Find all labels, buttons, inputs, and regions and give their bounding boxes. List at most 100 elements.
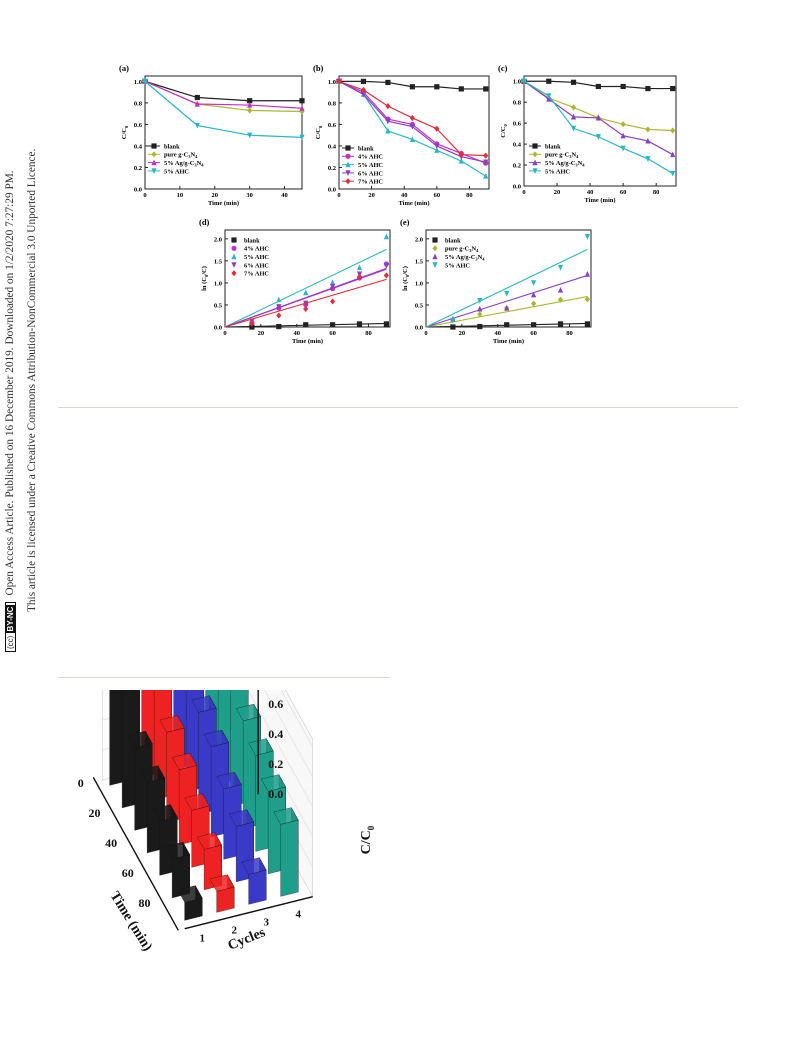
data-point — [330, 279, 336, 286]
chart-panel-1: (b) 0.0 0.2 0.4 0.6 0.8 1.0 0 20 40 60 80 Time (min)… — [313, 63, 490, 207]
data-point — [531, 291, 537, 298]
cycle-tick-label: 1 — [200, 933, 206, 945]
legend-marker — [345, 145, 351, 151]
data-point — [385, 103, 391, 110]
data-point — [194, 94, 200, 101]
legend-sub: 3 — [469, 248, 472, 253]
legend-label: blank — [445, 237, 461, 244]
plot-frame — [224, 229, 391, 328]
legend-marker — [532, 159, 538, 166]
data-point — [570, 79, 577, 85]
data-point — [546, 93, 552, 100]
bar-group — [109, 690, 299, 921]
data-point — [247, 101, 253, 108]
y-axis-label-tail: /C) — [201, 266, 208, 276]
bar-top — [209, 874, 235, 892]
bar-top — [248, 738, 274, 756]
y-tick-label: 0.0 — [328, 187, 336, 194]
y-tick-label: 0.6 — [134, 122, 143, 129]
y-tick-label: 2.0 — [415, 236, 423, 243]
z-axis-label-sub: 0 — [366, 825, 376, 830]
x-tick-label: 60 — [434, 192, 441, 199]
series-line-2 — [144, 80, 303, 109]
legend-marker — [345, 178, 351, 185]
legend-sub2: 4 — [195, 154, 198, 159]
time-tick-label: 0 — [78, 776, 84, 790]
bar-front — [248, 869, 267, 905]
plot-frame — [338, 75, 490, 190]
data-point — [383, 263, 390, 269]
data-point — [434, 143, 440, 150]
data-point — [584, 270, 591, 277]
data-point — [546, 78, 552, 84]
data-point — [531, 322, 537, 328]
x-tick-label: 80 — [566, 330, 573, 337]
legend-label: blank — [358, 145, 374, 152]
cycle-tick-label: 4 — [296, 909, 302, 921]
x-tick-label: 20 — [212, 192, 219, 199]
data-point — [557, 321, 564, 327]
x-tick-label: 10 — [177, 192, 184, 199]
legend-label: 5% AHC — [358, 162, 383, 169]
legend-label: 5% AHC — [244, 254, 269, 261]
legend-sub: 3 — [475, 257, 478, 262]
x-axis-label: Time (min) — [292, 338, 323, 345]
legend-label: 5% Ag/g-C3N4 — [445, 254, 485, 262]
data-point — [458, 86, 464, 92]
legend-marker — [345, 170, 351, 176]
bar-top — [127, 730, 153, 749]
bar-top — [236, 703, 261, 722]
bar-top — [152, 804, 178, 822]
legend-label: blank — [545, 143, 561, 150]
x-tick-label: 40 — [587, 189, 594, 196]
data-point — [383, 321, 390, 327]
y-tick-label: 0.4 — [328, 143, 337, 150]
data-point — [477, 305, 483, 312]
fit-line-4 — [224, 278, 387, 328]
legend-marker — [345, 161, 351, 168]
z-tick-label: 0.0 — [268, 787, 283, 801]
x-tick-label: 20 — [554, 189, 561, 196]
bar-top — [229, 809, 254, 827]
legend-marker — [231, 262, 237, 268]
legend-label: pure g-C3N4 — [164, 152, 198, 160]
data-point — [303, 305, 309, 313]
legend-label: blank — [244, 237, 260, 244]
data-point — [385, 127, 391, 134]
legend-marker — [432, 262, 438, 268]
legend-sub2: 4 — [201, 163, 204, 168]
y-tick-label: 1.0 — [328, 79, 336, 86]
data-point — [595, 83, 601, 90]
legend-label: pure g-C3N4 — [545, 152, 579, 160]
y-tick-label: 2.0 — [214, 236, 222, 243]
data-point — [303, 322, 309, 328]
panel-label: (b) — [313, 63, 324, 73]
data-point — [142, 78, 148, 85]
y-tick-label: 0.8 — [513, 100, 522, 107]
panel-label: (e) — [400, 217, 410, 227]
legend-tail: N — [197, 160, 202, 167]
x-tick-label: 60 — [329, 330, 336, 337]
data-point — [570, 104, 577, 111]
legend-tail: N — [571, 152, 576, 159]
legend-sub2: 4 — [476, 248, 479, 253]
legend-marker — [345, 153, 351, 159]
legend-label: 5% Ag/g-C3N4 — [164, 160, 204, 168]
panel-label: (c) — [498, 63, 508, 73]
bar-top — [197, 832, 222, 850]
data-point — [570, 125, 577, 132]
data-point — [645, 85, 651, 92]
x-tick-label: 20 — [258, 330, 265, 337]
data-point — [194, 100, 200, 107]
y-axis-label-sub: 0 — [503, 124, 508, 127]
grid-line — [264, 690, 313, 777]
x-tick-label: 0 — [424, 330, 427, 337]
license-line-2[interactable]: This article is licensed under a Creativ… — [26, 148, 38, 612]
legend-marker — [532, 143, 538, 149]
legend-sub: 3 — [569, 154, 572, 159]
cc-license-badge[interactable]: (cc) BY-NC — [4, 601, 16, 652]
data-point — [645, 126, 651, 133]
bar-top — [241, 857, 267, 875]
y-tick-label: 0.2 — [513, 163, 521, 170]
data-point — [247, 107, 253, 114]
